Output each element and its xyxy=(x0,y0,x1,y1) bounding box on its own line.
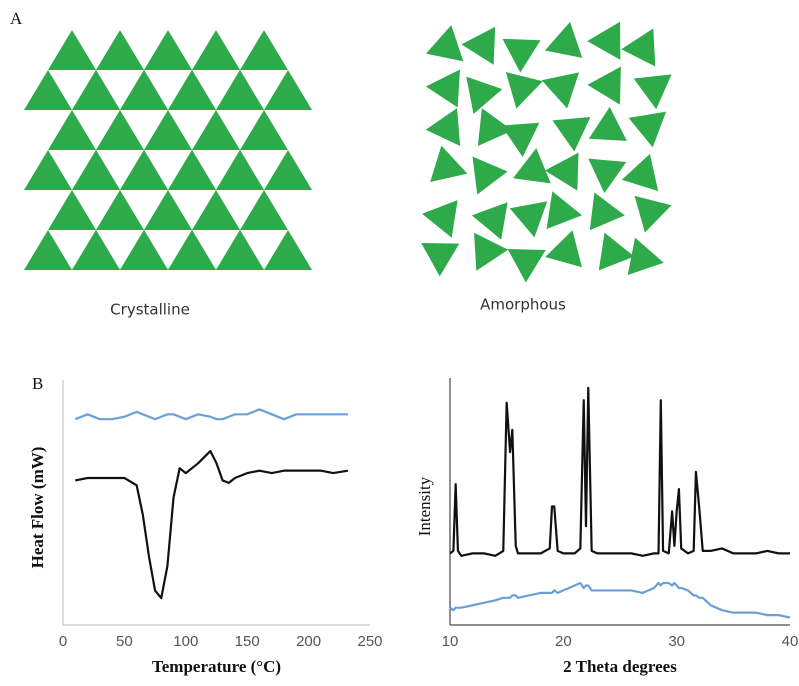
x-axis-title: 2 Theta degrees xyxy=(563,657,677,676)
x-axis-title: Temperature (°C) xyxy=(152,657,281,676)
triangle xyxy=(589,107,627,141)
line-series xyxy=(75,451,348,598)
x-tick-label: 30 xyxy=(668,633,685,650)
y-axis-title: Heat Flow (mW) xyxy=(28,447,47,569)
triangle xyxy=(216,150,264,190)
x-tick-label: 0 xyxy=(59,633,67,650)
triangle xyxy=(72,150,120,190)
crystalline-diagram xyxy=(24,30,312,270)
amorphous-diagram xyxy=(421,22,671,283)
triangle xyxy=(599,233,635,271)
triangle xyxy=(120,230,168,270)
x-tick-label: 40 xyxy=(782,633,799,650)
triangle xyxy=(168,70,216,110)
triangle xyxy=(502,39,540,73)
triangle xyxy=(547,191,583,229)
line-series xyxy=(450,388,790,556)
x-tick-label: 250 xyxy=(357,633,382,650)
triangle xyxy=(96,30,144,70)
triangle xyxy=(635,196,672,233)
line-series xyxy=(75,409,348,419)
triangle xyxy=(513,148,551,183)
triangle xyxy=(545,230,582,267)
triangle xyxy=(192,110,240,150)
triangle xyxy=(472,157,507,195)
triangle xyxy=(144,190,192,230)
triangle xyxy=(422,200,458,238)
triangle xyxy=(192,30,240,70)
triangle xyxy=(461,27,495,65)
triangle xyxy=(426,25,463,61)
x-tick-label: 150 xyxy=(235,633,260,650)
triangle xyxy=(622,154,658,191)
chart: 0 50 100 150 200 250 Temperature (°C) Heat Flow… xyxy=(28,380,383,676)
triangle xyxy=(24,70,72,110)
triangle xyxy=(264,70,312,110)
figure: A B Crystalline Amorphous 0 50 100 150 200 25… xyxy=(0,0,799,686)
triangle xyxy=(72,230,120,270)
triangle xyxy=(628,238,664,275)
triangle xyxy=(24,150,72,190)
y-axis-title: Intensity xyxy=(415,476,434,536)
triangle xyxy=(588,159,626,194)
triangle xyxy=(72,70,120,110)
triangle xyxy=(120,70,168,110)
triangle xyxy=(240,110,288,150)
triangle xyxy=(426,108,460,146)
triangle xyxy=(48,110,96,150)
diagram-label: Amorphous xyxy=(480,296,566,314)
triangle xyxy=(48,190,96,230)
triangle xyxy=(96,190,144,230)
triangle xyxy=(144,30,192,70)
triangle xyxy=(621,28,655,66)
triangle xyxy=(216,230,264,270)
triangle xyxy=(542,72,579,108)
triangle xyxy=(264,230,312,270)
panel-label: A xyxy=(10,9,23,28)
triangle xyxy=(96,110,144,150)
triangle xyxy=(24,230,72,270)
triangle xyxy=(426,69,460,107)
triangle xyxy=(48,30,96,70)
triangle xyxy=(634,74,672,109)
triangle xyxy=(472,202,508,240)
triangle xyxy=(168,230,216,270)
triangle xyxy=(545,153,579,191)
triangle xyxy=(587,67,620,105)
x-tick-label: 200 xyxy=(296,633,321,650)
triangle xyxy=(587,22,620,60)
chart: 10 20 30 40 2 Theta degrees Intensity xyxy=(415,378,798,676)
line-series xyxy=(450,583,790,618)
triangle xyxy=(421,243,459,276)
triangle xyxy=(590,192,625,230)
triangle xyxy=(430,146,467,182)
triangle xyxy=(240,190,288,230)
triangle xyxy=(168,150,216,190)
triangle xyxy=(192,190,240,230)
triangle xyxy=(508,249,546,282)
triangle xyxy=(120,150,168,190)
triangle xyxy=(144,110,192,150)
triangle xyxy=(240,30,288,70)
triangle xyxy=(552,117,590,152)
triangle xyxy=(216,70,264,110)
triangle xyxy=(506,72,543,109)
panel-label: B xyxy=(32,374,43,393)
triangle xyxy=(474,233,508,271)
x-tick-label: 50 xyxy=(116,633,133,650)
x-tick-label: 10 xyxy=(442,633,459,650)
triangle xyxy=(510,201,547,237)
diagram-label: Crystalline xyxy=(110,301,190,319)
triangle xyxy=(264,150,312,190)
triangle xyxy=(545,22,582,58)
triangle xyxy=(466,77,502,114)
x-tick-label: 100 xyxy=(173,633,198,650)
triangle xyxy=(629,112,667,148)
x-tick-label: 20 xyxy=(555,633,572,650)
